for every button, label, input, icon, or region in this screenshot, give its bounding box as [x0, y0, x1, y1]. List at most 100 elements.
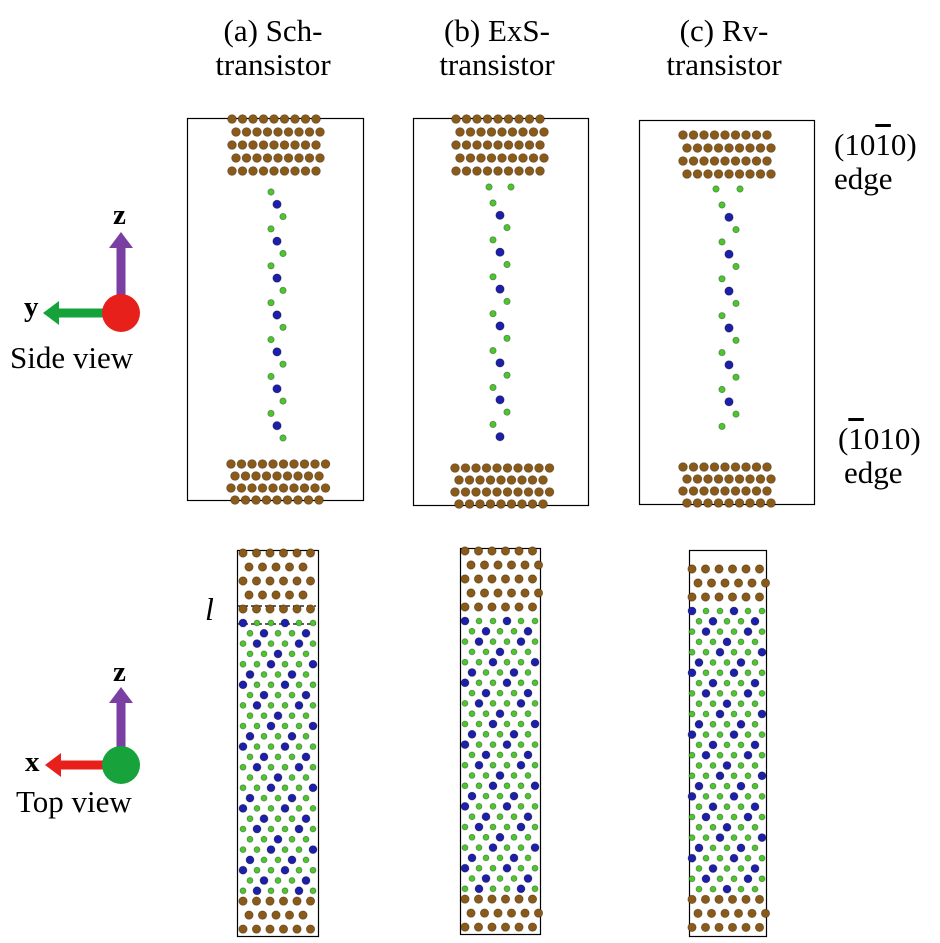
- edge-top-close: ): [906, 127, 917, 162]
- chalcogen-atom: [737, 865, 745, 872]
- dopant-atom: [757, 833, 767, 842]
- metal-atom: [687, 922, 697, 933]
- dopant-atom: [460, 740, 470, 749]
- chalcogen-atom: [279, 249, 287, 258]
- dopant-atom: [460, 863, 470, 873]
- chalcogen-atom: [281, 825, 289, 833]
- metal-atom: [747, 908, 757, 919]
- chalcogen-atom: [461, 638, 469, 645]
- chalcogen-atom: [718, 275, 726, 283]
- edge-bottom-bar-digit: 1: [848, 421, 864, 456]
- dopant-atom: [266, 845, 276, 854]
- metal-atom: [493, 588, 503, 598]
- chalcogen-atom: [702, 731, 710, 738]
- metal-atom: [745, 143, 755, 153]
- dopant-atom: [750, 864, 760, 873]
- chalcogen-atom: [702, 854, 710, 862]
- chalcogen-atom: [709, 700, 717, 708]
- metal-atom: [688, 462, 699, 472]
- chalcogen-atom: [461, 720, 469, 728]
- chalcogen-atom: [295, 846, 303, 853]
- dopant-atom: [238, 742, 248, 751]
- chalcogen-atom: [531, 679, 539, 687]
- metal-atom: [713, 169, 724, 179]
- top-axis-icon: [45, 687, 140, 784]
- metal-atom: [257, 562, 268, 572]
- metal-atom: [251, 924, 262, 934]
- metal-atom: [760, 578, 771, 588]
- dopant-atom: [715, 771, 725, 781]
- metal-atom: [709, 462, 720, 472]
- metal-atom: [451, 140, 461, 150]
- dopant-atom: [516, 637, 526, 646]
- chalcogen-atom: [253, 660, 261, 668]
- chalcogen-atom: [503, 371, 511, 379]
- chalcogen-atom: [475, 617, 483, 625]
- metal-atom: [687, 592, 697, 602]
- dopant-atom: [722, 761, 732, 770]
- chalcogen-atom: [730, 751, 738, 759]
- dopant-atom: [259, 876, 269, 885]
- dopant-atom: [701, 812, 711, 822]
- metal-atom: [454, 475, 464, 485]
- chalcogen-atom: [737, 679, 745, 687]
- chalcogen-atom: [503, 297, 511, 305]
- dopant-atom: [245, 670, 255, 679]
- metal-atom: [766, 474, 776, 484]
- metal-atom: [487, 922, 497, 932]
- dopant-atom: [516, 760, 526, 770]
- chalcogen-atom: [709, 844, 717, 852]
- chalcogen-atom: [489, 617, 497, 625]
- top-frame-b: [459, 547, 542, 936]
- chalcogen-atom: [295, 784, 303, 792]
- metal-atom: [305, 924, 316, 934]
- chalcogen-atom: [468, 751, 476, 759]
- chalcogen-atom: [281, 763, 289, 771]
- chalcogen-atom: [737, 823, 745, 831]
- metal-atom: [496, 499, 506, 509]
- chalcogen-atom: [253, 722, 261, 730]
- metal-atom: [265, 548, 275, 558]
- metal-atom: [496, 475, 506, 485]
- metal-atom: [493, 114, 503, 124]
- metal-atom: [724, 474, 734, 484]
- metal-atom: [730, 486, 741, 496]
- dopant-atom: [294, 762, 304, 772]
- metal-atom: [720, 130, 730, 140]
- chalcogen-atom: [246, 753, 254, 761]
- metal-atom: [269, 114, 279, 124]
- dopant-atom: [750, 616, 760, 626]
- metal-atom: [262, 127, 273, 137]
- metal-atom: [535, 166, 545, 176]
- metal-atom: [503, 166, 514, 176]
- chalcogen-atom: [716, 731, 724, 738]
- metal-atom: [535, 114, 545, 124]
- chalcogen-atom: [288, 629, 296, 637]
- chalcogen-atom: [510, 648, 518, 656]
- dopant-atom: [495, 247, 505, 257]
- metal-atom: [720, 486, 730, 496]
- chalcogen-atom: [267, 702, 275, 709]
- panel-title-a: (a) Sch- transistor: [215, 14, 330, 82]
- metal-atom: [703, 143, 713, 153]
- metal-atom: [514, 894, 524, 904]
- chalcogen-atom: [723, 679, 731, 687]
- atom-layer: [226, 114, 776, 934]
- chalcogen-atom: [468, 875, 476, 882]
- metal-atom: [703, 474, 713, 484]
- dopant-atom: [516, 822, 526, 832]
- chalcogen-atom: [281, 887, 289, 895]
- chalcogen-atom: [732, 226, 740, 234]
- chalcogen-atom: [751, 823, 759, 831]
- metal-atom: [493, 908, 503, 918]
- top-frame-a: [236, 549, 320, 938]
- metal-atom: [514, 602, 524, 612]
- chalcogen-atom: [510, 710, 518, 718]
- chalcogen-atom: [302, 650, 310, 658]
- metal-atom: [304, 153, 315, 163]
- side-view-caption: Side view: [10, 340, 134, 375]
- metal-atom: [251, 576, 262, 586]
- metal-atom: [699, 486, 709, 496]
- chalcogen-atom: [695, 823, 703, 831]
- metal-atom: [265, 896, 275, 906]
